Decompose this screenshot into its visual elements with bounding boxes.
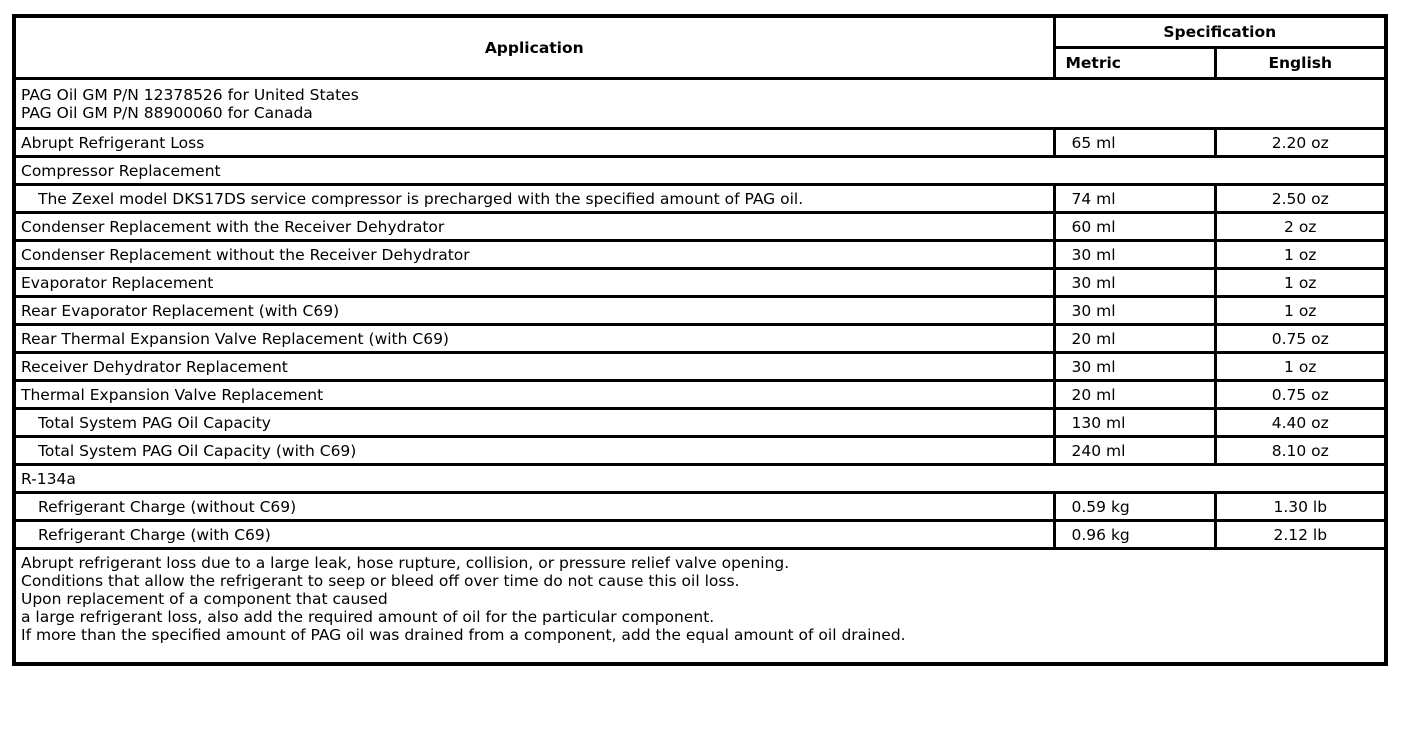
table-row: Total System PAG Oil Capacity 130 ml 4.4… <box>12 407 1388 438</box>
metric-cell: 240 ml <box>1052 435 1217 466</box>
english-cell: 0.75 oz <box>1213 323 1388 354</box>
intro-line: PAG Oil GM P/N 12378526 for United State… <box>21 85 359 104</box>
english-cell: 2.12 lb <box>1213 519 1388 550</box>
english-cell: 1 oz <box>1213 239 1388 270</box>
header-metric: Metric <box>1052 46 1217 80</box>
section-row: R-134a <box>12 463 1388 494</box>
application-cell: Condenser Replacement without the Receiv… <box>12 239 1056 270</box>
application-cell: Thermal Expansion Valve Replacement <box>12 379 1056 410</box>
metric-cell: 30 ml <box>1052 295 1217 326</box>
application-cell: Refrigerant Charge (without C69) <box>12 491 1056 522</box>
notes-cell: Abrupt refrigerant loss due to a large l… <box>12 547 1388 666</box>
note-line: a large refrigerant loss, also add the r… <box>21 608 715 626</box>
english-cell: 0.75 oz <box>1213 379 1388 410</box>
application-cell: Total System PAG Oil Capacity <box>12 407 1056 438</box>
english-cell: 1 oz <box>1213 267 1388 298</box>
note-line: Conditions that allow the refrigerant to… <box>21 572 740 590</box>
english-cell: 4.40 oz <box>1213 407 1388 438</box>
section-label: R-134a <box>12 463 1388 494</box>
application-cell: Receiver Dehydrator Replacement <box>12 351 1056 382</box>
english-cell: 1 oz <box>1213 295 1388 326</box>
english-cell: 2.50 oz <box>1213 183 1388 214</box>
intro-cell: PAG Oil GM P/N 12378526 for United State… <box>12 77 1388 130</box>
table-row: Rear Thermal Expansion Valve Replacement… <box>12 323 1388 354</box>
note-line: If more than the specified amount of PAG… <box>21 626 906 644</box>
metric-cell: 30 ml <box>1052 267 1217 298</box>
metric-cell: 0.96 kg <box>1052 519 1217 550</box>
header-specification: Specification <box>1052 14 1388 49</box>
application-cell: Total System PAG Oil Capacity (with C69) <box>12 435 1056 466</box>
application-cell: The Zexel model DKS17DS service compress… <box>12 183 1056 214</box>
table-row: Receiver Dehydrator Replacement 30 ml 1 … <box>12 351 1388 382</box>
metric-cell: 60 ml <box>1052 211 1217 242</box>
metric-cell: 30 ml <box>1052 351 1217 382</box>
note-line: Upon replacement of a component that cau… <box>21 590 388 608</box>
section-row: Compressor Replacement <box>12 155 1388 186</box>
pag-oil-spec-table: Application Specification Metric English… <box>12 14 1388 666</box>
table-row: Total System PAG Oil Capacity (with C69)… <box>12 435 1388 466</box>
metric-cell: 20 ml <box>1052 379 1217 410</box>
table-row: Evaporator Replacement 30 ml 1 oz <box>12 267 1388 298</box>
table-row: Rear Evaporator Replacement (with C69) 3… <box>12 295 1388 326</box>
application-cell: Rear Thermal Expansion Valve Replacement… <box>12 323 1056 354</box>
metric-cell: 0.59 kg <box>1052 491 1217 522</box>
metric-cell: 65 ml <box>1052 127 1217 158</box>
english-cell: 1.30 lb <box>1213 491 1388 522</box>
metric-cell: 20 ml <box>1052 323 1217 354</box>
english-cell: 2 oz <box>1213 211 1388 242</box>
application-cell: Condenser Replacement with the Receiver … <box>12 211 1056 242</box>
table-row: Thermal Expansion Valve Replacement 20 m… <box>12 379 1388 410</box>
table-row: Abrupt Refrigerant Loss 65 ml 2.20 oz <box>12 127 1388 158</box>
metric-cell: 130 ml <box>1052 407 1217 438</box>
header-english: English <box>1213 46 1388 80</box>
application-cell: Evaporator Replacement <box>12 267 1056 298</box>
note-line: Abrupt refrigerant loss due to a large l… <box>21 554 790 572</box>
table-row: The Zexel model DKS17DS service compress… <box>12 183 1388 214</box>
header-application: Application <box>12 14 1056 80</box>
english-cell: 1 oz <box>1213 351 1388 382</box>
application-cell: Rear Evaporator Replacement (with C69) <box>12 295 1056 326</box>
section-label: Compressor Replacement <box>12 155 1388 186</box>
intro-line: PAG Oil GM P/N 88900060 for Canada <box>21 103 313 122</box>
application-cell: Refrigerant Charge (with C69) <box>12 519 1056 550</box>
metric-cell: 30 ml <box>1052 239 1217 270</box>
english-cell: 2.20 oz <box>1213 127 1388 158</box>
table-row: Refrigerant Charge (with C69) 0.96 kg 2.… <box>12 519 1388 550</box>
metric-cell: 74 ml <box>1052 183 1217 214</box>
table-row: Condenser Replacement without the Receiv… <box>12 239 1388 270</box>
english-cell: 8.10 oz <box>1213 435 1388 466</box>
table-row: Condenser Replacement with the Receiver … <box>12 211 1388 242</box>
application-cell: Abrupt Refrigerant Loss <box>12 127 1056 158</box>
table-row: Refrigerant Charge (without C69) 0.59 kg… <box>12 491 1388 522</box>
